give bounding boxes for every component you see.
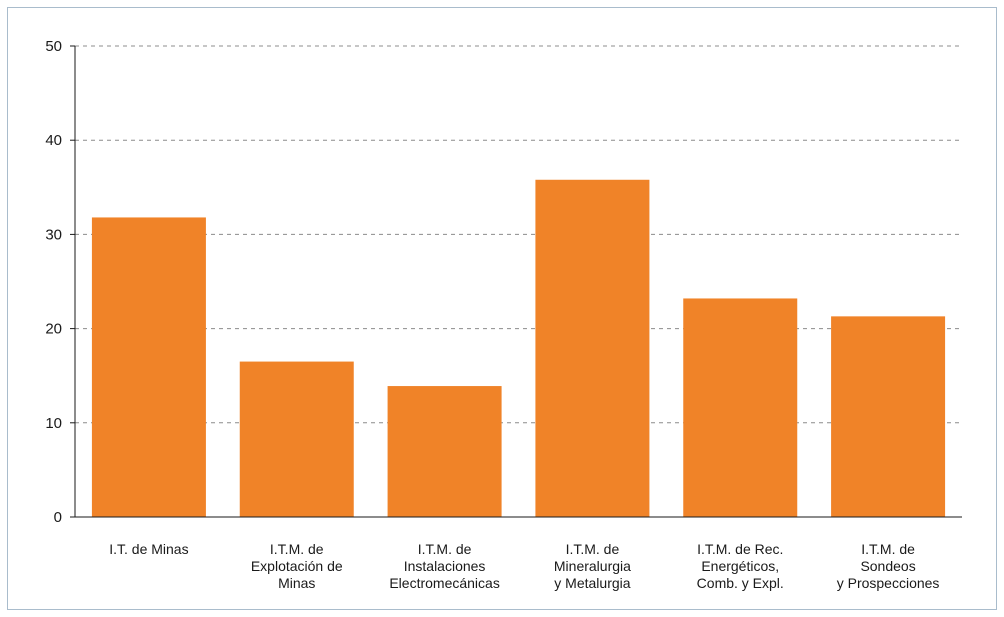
y-tick-label: 50 — [45, 38, 62, 55]
x-category-label: I.T.M. de Explotación de Minas — [251, 541, 343, 591]
bar — [91, 217, 206, 517]
x-category-label: I.T. de Minas — [109, 541, 188, 557]
bar — [387, 386, 502, 517]
x-category-label: I.T.M. de Mineralurgia y Metalurgia — [554, 541, 631, 591]
bar — [831, 316, 946, 517]
x-category-label: I.T.M. de Sondeos y Prospecciones — [837, 541, 940, 591]
y-tick-label: 40 — [45, 132, 62, 149]
gridlines — [75, 45, 962, 424]
bar — [239, 361, 354, 517]
bar — [683, 298, 798, 517]
x-category-label: I.T.M. de Rec. Energéticos, Comb. y Expl. — [697, 541, 784, 591]
y-tick-label: 30 — [45, 226, 62, 243]
bar — [535, 179, 650, 517]
y-tick-label: 10 — [45, 415, 62, 432]
y-tick-label: 20 — [45, 321, 62, 338]
x-category-label: I.T.M. de Instalaciones Electromecánicas — [389, 541, 500, 591]
x-category-labels: I.T. de Minas I.T.M. de Explotación de Mina… — [109, 541, 939, 591]
y-tick-label: 0 — [54, 509, 62, 526]
axes — [70, 45, 962, 518]
y-tick-labels: 0 10 20 30 40 50 — [45, 38, 62, 526]
bars — [91, 179, 946, 517]
